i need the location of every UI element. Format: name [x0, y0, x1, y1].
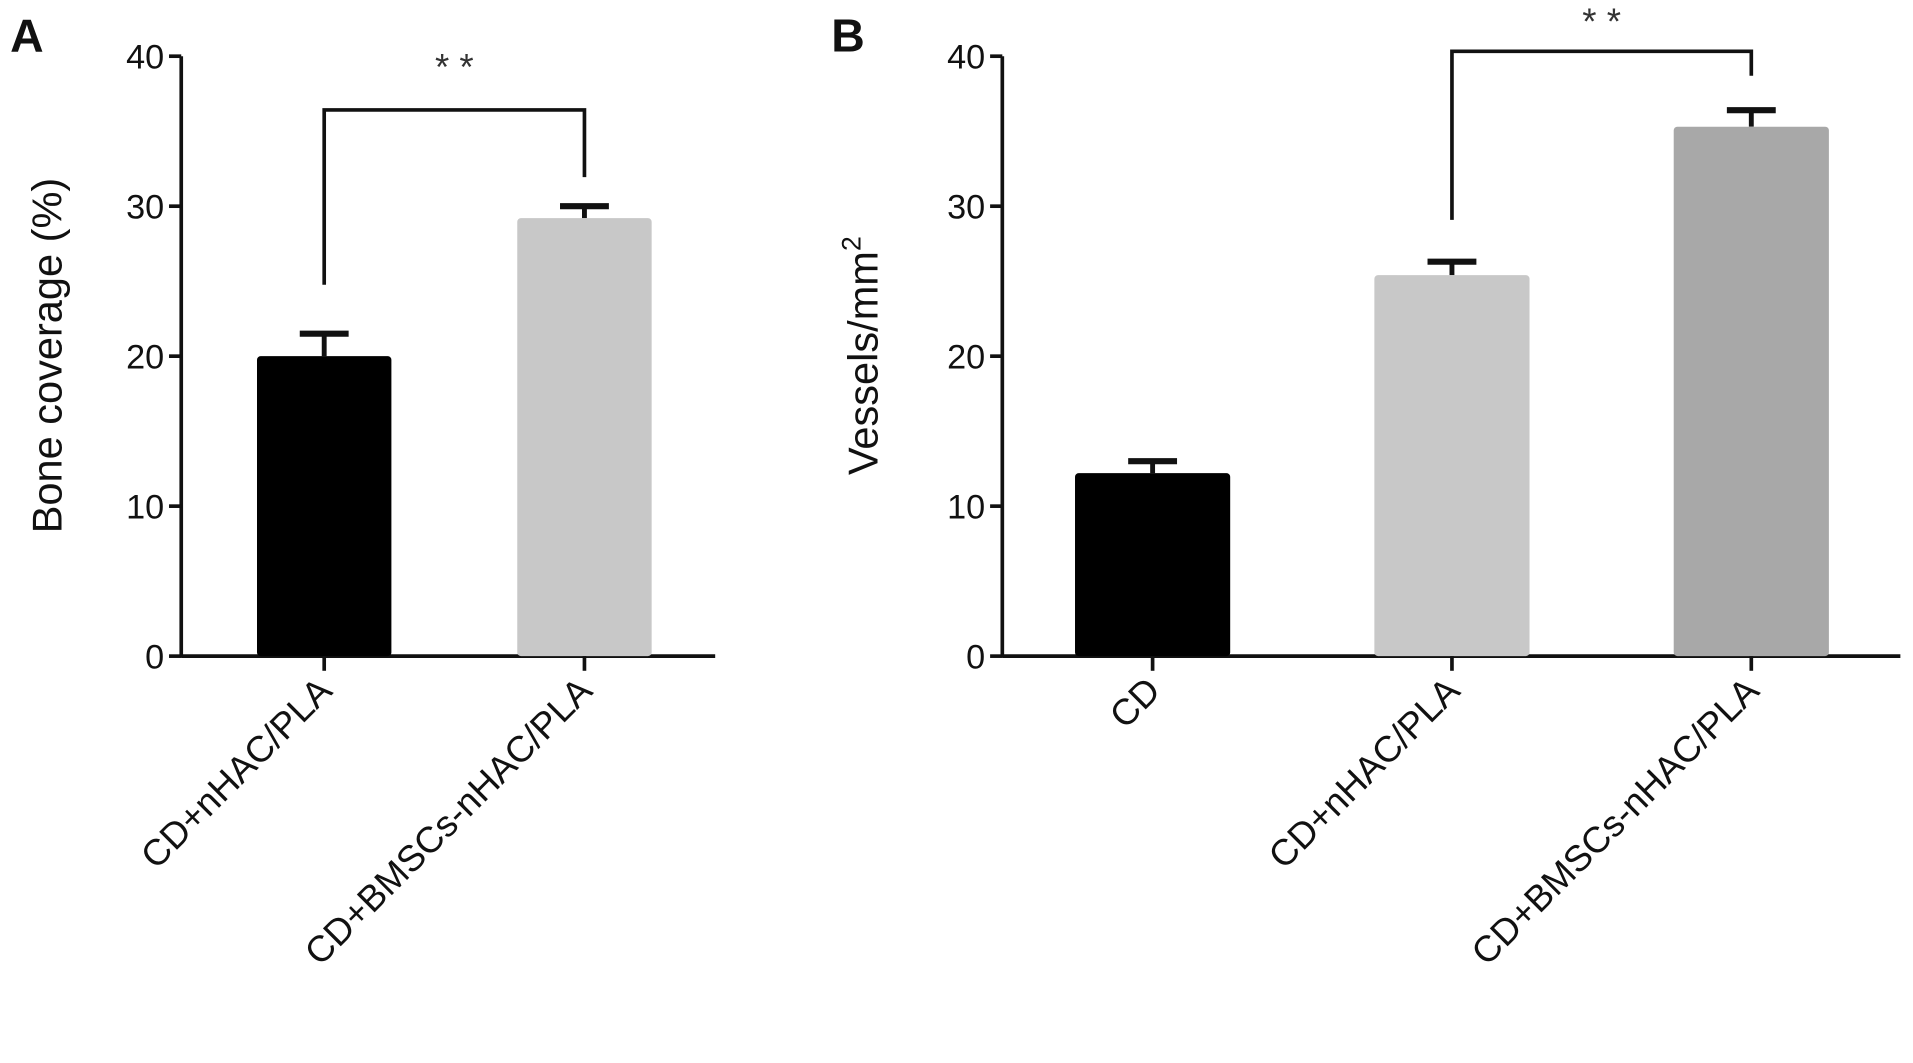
- y-tick-label: 30: [126, 188, 164, 226]
- y-tick-label: 10: [947, 488, 985, 526]
- y-axis-label-superscript: 2: [837, 236, 867, 251]
- significance-bracket: [1450, 49, 1754, 220]
- x-tick-label: CD+BMSCs-nHAC/PLA: [1463, 669, 1767, 973]
- x-tick-label: CD+nHAC/PLA: [133, 669, 340, 876]
- y-tick-label: 20: [947, 338, 985, 376]
- x-tick-label: CD+nHAC/PLA: [1261, 669, 1468, 876]
- panel-A: A 0 10 20 30 40 Bone coverage (%) CD+nHAC/PLACD…: [10, 9, 716, 973]
- y-tick-label: 20: [126, 338, 164, 376]
- y-tick-label: 0: [966, 638, 985, 676]
- y-tick-label: 0: [145, 638, 164, 676]
- panel-label: A: [10, 9, 44, 61]
- significance-bracket: [322, 108, 587, 285]
- x-tick-label: CD+BMSCs-nHAC/PLA: [297, 669, 601, 973]
- y-axis-label-text: Vessels/mm: [840, 251, 887, 475]
- significance-stars: * *: [1582, 1, 1621, 42]
- bar-CD+nHAC/PLA: [256, 356, 392, 657]
- y-tick-label: 40: [947, 38, 985, 76]
- panel-B: B 0 10 20 30 40 Vessels/mm2 CD CD+nHAC/PLACD+BMS…: [831, 1, 1901, 973]
- y-tick-label: 40: [126, 38, 164, 76]
- bar-CD+nHAC/PLA: [1374, 275, 1530, 657]
- bar-CD: [1075, 473, 1231, 657]
- bar-CD+BMSCs-nHAC/PLA: [1673, 126, 1829, 657]
- y-axis-label-text: Bone coverage (%): [24, 178, 71, 534]
- y-tick-label: 30: [947, 188, 985, 226]
- y-tick-label: 10: [126, 488, 164, 526]
- bar-CD+BMSCs-nHAC/PLA: [517, 218, 652, 657]
- panel-label: B: [831, 9, 865, 61]
- x-tick-label: CD: [1102, 669, 1168, 735]
- y-axis-label: Bone coverage (%): [24, 178, 71, 534]
- significance-stars: * *: [435, 46, 474, 87]
- y-axis-label: Vessels/mm2: [837, 236, 887, 475]
